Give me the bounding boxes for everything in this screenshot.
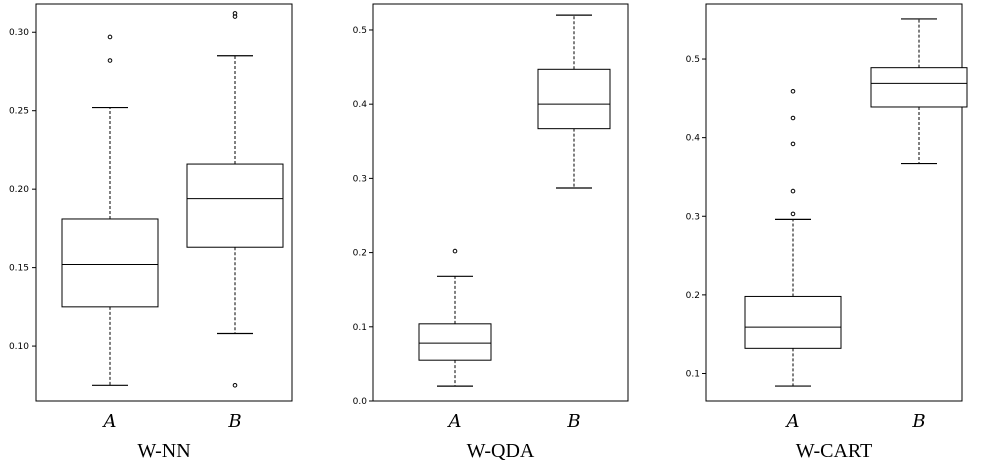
y-tick-label: 0.3	[686, 212, 700, 222]
x-category-label: A	[785, 411, 800, 432]
iqr-box	[870, 67, 968, 108]
iqr-box	[186, 163, 284, 248]
box-a	[744, 88, 842, 387]
panel-w-nn: 0.10 0.15 0.20 0.25 0.30 A B W-NN	[9, 3, 293, 462]
y-tick-label: 0.30	[9, 28, 29, 38]
x-category-label: B	[227, 411, 241, 432]
outlier-point	[107, 34, 113, 40]
outlier-point	[790, 115, 796, 121]
outlier-point	[107, 58, 113, 63]
box-b	[186, 11, 284, 388]
y-tick-label: 0.1	[686, 369, 700, 379]
outlier-point	[790, 141, 796, 147]
box-a	[61, 34, 159, 386]
y-tick-label: 0.4	[686, 134, 701, 144]
y-tick-label: 0.1	[353, 323, 367, 333]
plot-frame	[705, 3, 963, 402]
y-tick-label: 0.25	[9, 107, 29, 117]
box-a	[418, 248, 492, 387]
iqr-box	[537, 68, 611, 130]
y-tick-label: 0.5	[686, 55, 700, 65]
iqr-box	[61, 218, 159, 308]
y-tick-label: 0.4	[353, 100, 368, 110]
outlier-point	[790, 211, 796, 217]
y-tick-label: 0.0	[353, 397, 368, 407]
y-tick-label: 0.15	[9, 264, 29, 274]
plot-frame	[35, 3, 293, 402]
y-tick-label: 0.20	[9, 185, 29, 195]
x-category-label: A	[102, 411, 117, 432]
y-tick-label: 0.3	[353, 174, 367, 184]
y-tick-label: 0.2	[353, 249, 367, 259]
outlier-point	[232, 11, 238, 16]
outlier-point	[232, 383, 238, 388]
panel-title: W-QDA	[467, 440, 535, 462]
plot-frame	[372, 3, 629, 402]
x-category-label: B	[911, 411, 925, 432]
panel-title: W-CART	[796, 440, 873, 462]
panel-title: W-NN	[137, 440, 190, 462]
y-tick-label: 0.10	[9, 342, 29, 352]
y-tick-label: 0.5	[353, 26, 367, 36]
y-tick-label: 0.2	[686, 291, 700, 301]
box-b	[537, 14, 611, 189]
iqr-box	[418, 323, 492, 361]
panel-w-cart: 0.1 0.2 0.3 0.4 0.5 A B W-CART	[686, 3, 968, 462]
iqr-box	[744, 295, 842, 349]
x-category-label: B	[566, 411, 580, 432]
panel-w-qda: 0.0 0.1 0.2 0.3 0.4 0.5 A B W-QDA	[353, 3, 629, 462]
outlier-point	[452, 248, 458, 254]
box-b	[870, 18, 968, 165]
x-category-label: A	[447, 411, 462, 432]
outlier-point	[790, 88, 796, 94]
outlier-point	[790, 188, 796, 194]
